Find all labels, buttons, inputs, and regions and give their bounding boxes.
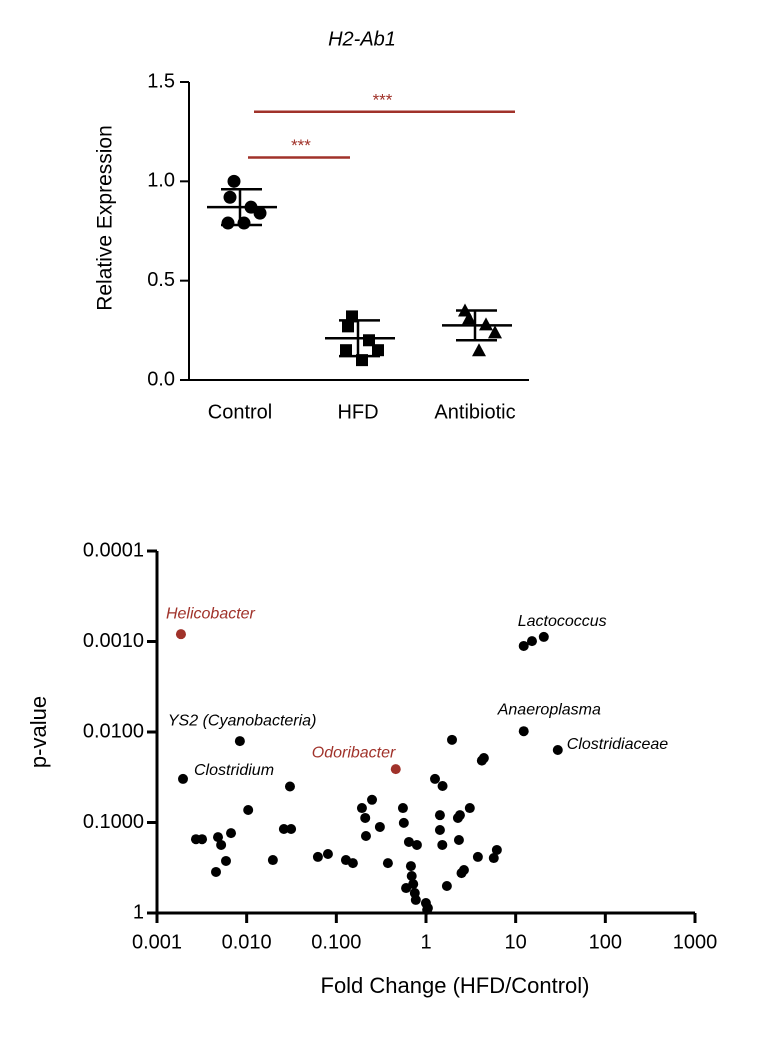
data-point [360, 831, 371, 842]
data-point [406, 870, 417, 881]
data-point [491, 844, 502, 855]
chart-title: H2-Ab1 [328, 28, 396, 50]
data-point [216, 839, 227, 850]
data-point [342, 320, 354, 333]
data-point [356, 803, 367, 814]
data-point [234, 736, 245, 747]
x-tick-label: HFD [337, 401, 378, 423]
data-point [518, 640, 529, 651]
point-label: Anaeroplasma [497, 701, 601, 718]
data-point [213, 832, 224, 843]
data-point [464, 803, 475, 814]
x-tick-label: 10 [505, 931, 527, 953]
y-tick-label: 0.0001 [83, 539, 144, 561]
data-point [322, 849, 333, 860]
data-point [374, 821, 385, 832]
y-tick-label: 0.0 [147, 368, 175, 390]
data-point [340, 344, 352, 357]
point-label: Clostridiaceae [567, 736, 668, 753]
data-point [360, 812, 371, 823]
data-point [552, 744, 563, 755]
point-label: YS2 (Cyanobacteria) [168, 712, 317, 729]
x-tick-label: 1000 [673, 931, 718, 953]
y-tick-label: 1.5 [147, 70, 175, 92]
data-point [405, 861, 416, 872]
y-axis-title: p-value [26, 696, 51, 768]
data-point [452, 812, 463, 823]
x-axis-title: Fold Change (HFD/Control) [321, 973, 590, 998]
data-point [422, 904, 433, 915]
data-point [429, 773, 440, 784]
y-tick-label: 1 [133, 901, 144, 923]
data-point [243, 805, 254, 816]
data-point [488, 325, 502, 339]
x-tick-label: 0.001 [132, 931, 182, 953]
y-tick-label: 1.0 [147, 170, 175, 192]
y-tick-label: 0.0100 [83, 720, 144, 742]
data-point [411, 839, 422, 850]
data-point [526, 636, 537, 647]
data-point [437, 839, 448, 850]
data-point [538, 631, 549, 642]
point-label: Helicobacter [166, 605, 256, 622]
x-tick-label: Control [208, 401, 272, 423]
data-point [223, 190, 237, 204]
data-point [211, 866, 222, 877]
data-point [456, 868, 467, 879]
data-point [479, 317, 493, 331]
data-point [518, 726, 529, 737]
data-point [403, 836, 414, 847]
y-tick-label: 0.0010 [83, 630, 144, 652]
data-point [390, 764, 401, 775]
x-tick-label: 100 [589, 931, 622, 953]
data-point [284, 781, 295, 792]
data-point [410, 894, 421, 905]
point-label: Odoribacter [312, 744, 396, 761]
data-point [488, 853, 499, 864]
significance-label: *** [291, 136, 311, 155]
data-point [227, 174, 241, 188]
data-point [372, 344, 384, 357]
data-point [434, 810, 445, 821]
y-tick-label: 0.5 [147, 269, 175, 291]
data-point [367, 794, 378, 805]
data-point [286, 824, 297, 835]
data-point [476, 755, 487, 766]
data-point [397, 803, 408, 814]
data-point [253, 206, 267, 220]
x-tick-label: 0.100 [311, 931, 361, 953]
data-point [472, 851, 483, 862]
x-tick-label: 0.010 [222, 931, 272, 953]
data-point [441, 880, 452, 891]
data-point [347, 858, 358, 869]
x-tick-label: 1 [420, 931, 431, 953]
data-point [398, 817, 409, 828]
data-point [437, 780, 448, 791]
data-point [312, 851, 323, 862]
data-point [472, 343, 486, 357]
data-point [447, 734, 458, 745]
data-point [434, 824, 445, 835]
data-point [278, 824, 289, 835]
y-tick-label: 0.1000 [83, 811, 144, 833]
data-point [462, 311, 476, 325]
data-point [382, 858, 393, 869]
data-point [220, 855, 231, 866]
data-point [226, 828, 237, 839]
y-axis-title: Relative Expression [94, 125, 117, 311]
data-point [401, 883, 412, 894]
point-label: Clostridium [194, 762, 274, 779]
data-point [175, 629, 186, 640]
point-label: Lactococcus [518, 613, 607, 630]
data-point [267, 855, 278, 866]
data-point [178, 773, 189, 784]
data-point [453, 834, 464, 845]
x-tick-label: Antibiotic [434, 401, 515, 423]
data-point [221, 216, 235, 230]
significance-label: *** [373, 90, 393, 109]
data-point [197, 834, 208, 845]
